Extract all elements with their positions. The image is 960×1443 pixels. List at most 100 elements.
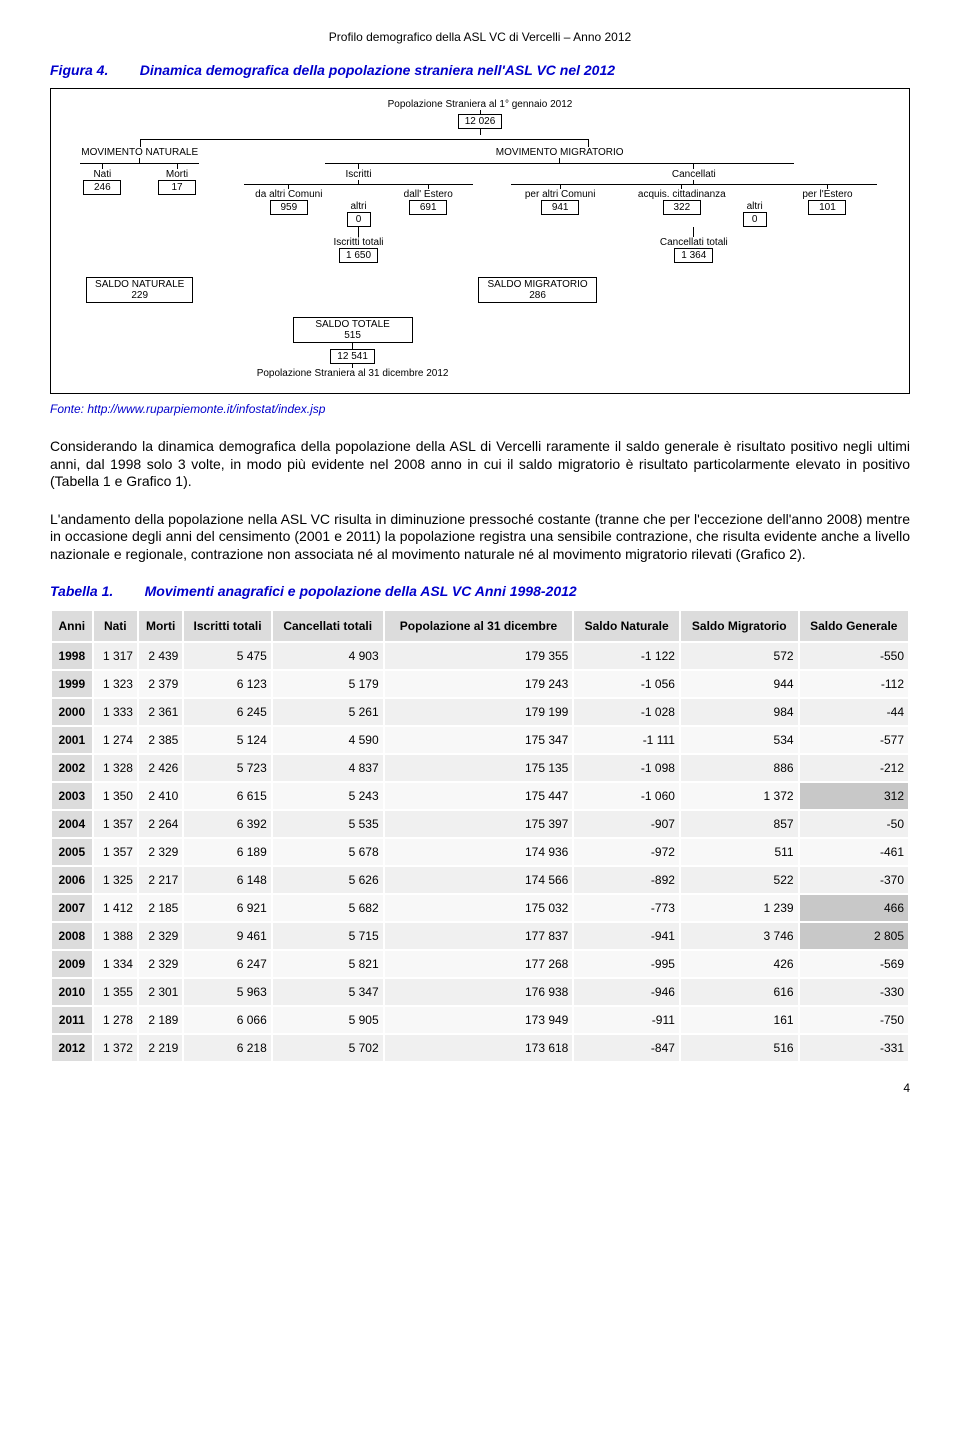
table-header: Nati xyxy=(93,610,138,642)
table-cell: 1 372 xyxy=(93,1034,138,1062)
table-cell: -461 xyxy=(799,838,909,866)
table-cell: 5 723 xyxy=(183,754,271,782)
flowchart: Popolazione Straniera al 1° gennaio 2012… xyxy=(50,88,910,394)
table-cell: -212 xyxy=(799,754,909,782)
table-cell: 5 715 xyxy=(272,922,384,950)
table-cell: 1 323 xyxy=(93,670,138,698)
table-cell: 5 682 xyxy=(272,894,384,922)
table-cell: 944 xyxy=(680,670,799,698)
table-cell: 5 702 xyxy=(272,1034,384,1062)
table-cell: 426 xyxy=(680,950,799,978)
table-cell: 5 821 xyxy=(272,950,384,978)
table-header: Iscritti totali xyxy=(183,610,271,642)
table-cell: -847 xyxy=(573,1034,680,1062)
table-row: 20091 3342 3296 2475 821177 268-995426-5… xyxy=(51,950,909,978)
table-cell: 522 xyxy=(680,866,799,894)
table-cell: 1 325 xyxy=(93,866,138,894)
nati-value: 246 xyxy=(83,180,121,195)
table-title: Movimenti anagrafici e popolazione della… xyxy=(145,583,577,599)
table-cell: -577 xyxy=(799,726,909,754)
table-cell: -946 xyxy=(573,978,680,1006)
table-cell: 2 439 xyxy=(138,642,183,670)
table-cell: 2 426 xyxy=(138,754,183,782)
table-row: 20111 2782 1896 0665 905173 949-911161-7… xyxy=(51,1006,909,1034)
table-cell: 1 372 xyxy=(680,782,799,810)
morti-value: 17 xyxy=(158,180,196,195)
table-cell: 2 329 xyxy=(138,950,183,978)
estero-value: 691 xyxy=(409,200,447,215)
table-cell: 1 388 xyxy=(93,922,138,950)
table-cell: 1 274 xyxy=(93,726,138,754)
table-cell: -750 xyxy=(799,1006,909,1034)
table-cell: -773 xyxy=(573,894,680,922)
table-cell: 1999 xyxy=(51,670,93,698)
table-cell: 1 355 xyxy=(93,978,138,1006)
table-cell: 6 921 xyxy=(183,894,271,922)
table-cell: 2 189 xyxy=(138,1006,183,1034)
table-caption: Tabella 1. Movimenti anagrafici e popola… xyxy=(50,583,910,599)
table-header: Popolazione al 31 dicembre xyxy=(384,610,574,642)
da-comuni-value: 959 xyxy=(270,200,308,215)
table-cell: 173 949 xyxy=(384,1006,574,1034)
table-cell: 3 746 xyxy=(680,922,799,950)
table-cell: 5 475 xyxy=(183,642,271,670)
table-cell: 2011 xyxy=(51,1006,93,1034)
altri1-label: altri xyxy=(350,201,366,212)
saldo-totale: SALDO TOTALE 515 xyxy=(293,317,413,343)
table-cell: 6 392 xyxy=(183,810,271,838)
table-cell: -1 056 xyxy=(573,670,680,698)
table-cell: -911 xyxy=(573,1006,680,1034)
table-cell: 177 268 xyxy=(384,950,574,978)
table-cell: 5 243 xyxy=(272,782,384,810)
table-cell: 5 963 xyxy=(183,978,271,1006)
table-cell: 176 938 xyxy=(384,978,574,1006)
table-cell: 2012 xyxy=(51,1034,93,1062)
canc-tot-value: 1 364 xyxy=(674,248,713,263)
table-cell: 2 329 xyxy=(138,838,183,866)
table-cell: 1 334 xyxy=(93,950,138,978)
table-cell: 5 261 xyxy=(272,698,384,726)
table-header: Morti xyxy=(138,610,183,642)
table-cell: 516 xyxy=(680,1034,799,1062)
table-cell: 2 361 xyxy=(138,698,183,726)
table-row: 20061 3252 2176 1485 626174 566-892522-3… xyxy=(51,866,909,894)
table-cell: 1 333 xyxy=(93,698,138,726)
table-cell: 6 247 xyxy=(183,950,271,978)
paragraph-1: Considerando la dinamica demografica del… xyxy=(50,438,910,491)
source-line: Fonte: http://www.ruparpiemonte.it/infos… xyxy=(50,402,910,416)
table-cell: 984 xyxy=(680,698,799,726)
acq-value: 322 xyxy=(663,200,701,215)
table-cell: -892 xyxy=(573,866,680,894)
table-cell: 312 xyxy=(799,782,909,810)
table-cell: 511 xyxy=(680,838,799,866)
table-cell: 2 410 xyxy=(138,782,183,810)
per-comuni-label: per altri Comuni xyxy=(525,189,596,200)
table-cell: 2 217 xyxy=(138,866,183,894)
saldo-mig-label: SALDO MIGRATORIO xyxy=(487,279,587,290)
table-cell: -44 xyxy=(799,698,909,726)
table-cell: -1 098 xyxy=(573,754,680,782)
pop-start-value: 12 026 xyxy=(458,114,503,129)
iscritti-tot-value: 1 650 xyxy=(339,248,378,263)
table-header: Saldo Generale xyxy=(799,610,909,642)
table-cell: 175 347 xyxy=(384,726,574,754)
table-cell: -941 xyxy=(573,922,680,950)
table-cell: 179 355 xyxy=(384,642,574,670)
saldo-tot-value: 515 xyxy=(302,330,404,341)
table-cell: 4 837 xyxy=(272,754,384,782)
table-cell: 466 xyxy=(799,894,909,922)
pop-start-label: Popolazione Straniera al 1° gennaio 2012 xyxy=(388,99,573,110)
table-cell: 2009 xyxy=(51,950,93,978)
data-table: AnniNatiMortiIscritti totaliCancellati t… xyxy=(50,609,910,1063)
table-cell: 6 245 xyxy=(183,698,271,726)
table-cell: -112 xyxy=(799,670,909,698)
table-cell: -331 xyxy=(799,1034,909,1062)
table-cell: 2008 xyxy=(51,922,93,950)
table-cell: 177 837 xyxy=(384,922,574,950)
per-estero-value: 101 xyxy=(808,200,846,215)
table-header: Saldo Naturale xyxy=(573,610,680,642)
table-cell: 2007 xyxy=(51,894,93,922)
canc-tot-label: Cancellati totali xyxy=(660,237,728,248)
table-cell: -330 xyxy=(799,978,909,1006)
table-cell: 1 328 xyxy=(93,754,138,782)
